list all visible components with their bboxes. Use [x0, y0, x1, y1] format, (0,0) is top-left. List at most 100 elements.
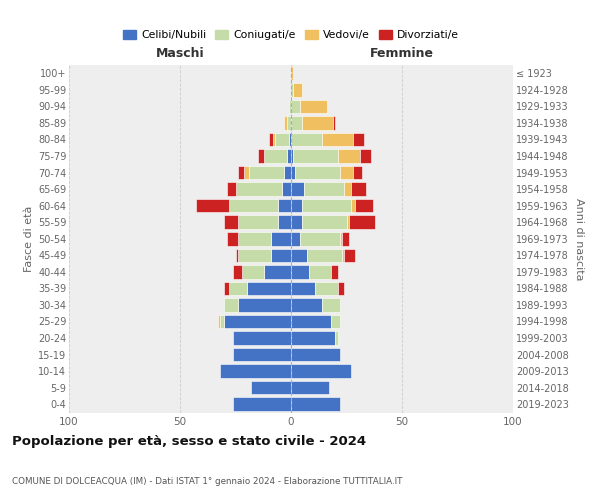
Bar — [196, 199, 229, 212]
Bar — [347, 216, 349, 229]
Bar — [273, 132, 275, 146]
Bar — [227, 182, 235, 196]
Y-axis label: Fasce di età: Fasce di età — [23, 206, 34, 272]
Bar — [360, 149, 371, 163]
Bar — [293, 149, 338, 163]
Bar — [355, 199, 373, 212]
Bar — [307, 248, 342, 262]
Bar — [351, 182, 367, 196]
Bar — [224, 216, 238, 229]
Bar — [238, 216, 278, 229]
Bar — [302, 216, 347, 229]
Bar — [291, 348, 340, 362]
Bar — [342, 232, 349, 245]
Bar — [220, 364, 291, 378]
Bar — [233, 398, 291, 411]
Bar — [238, 248, 271, 262]
Bar — [291, 332, 335, 345]
Bar — [338, 149, 360, 163]
Bar — [220, 314, 224, 328]
Bar — [278, 216, 291, 229]
Text: Femmine: Femmine — [370, 47, 434, 60]
Bar — [309, 265, 331, 278]
Bar — [291, 282, 316, 295]
Bar — [344, 248, 355, 262]
Bar — [235, 248, 238, 262]
Bar — [293, 83, 302, 96]
Bar — [238, 166, 244, 179]
Text: Maschi: Maschi — [155, 47, 205, 60]
Bar — [229, 282, 247, 295]
Bar — [291, 149, 293, 163]
Bar — [291, 100, 300, 113]
Bar — [287, 116, 291, 130]
Bar — [340, 166, 353, 179]
Bar — [291, 248, 307, 262]
Bar — [233, 332, 291, 345]
Bar — [287, 149, 291, 163]
Bar — [291, 314, 331, 328]
Bar — [284, 116, 287, 130]
Bar — [269, 132, 273, 146]
Bar — [351, 199, 355, 212]
Bar — [238, 298, 291, 312]
Bar — [244, 166, 249, 179]
Bar — [289, 132, 291, 146]
Bar — [278, 199, 291, 212]
Bar — [304, 182, 344, 196]
Bar — [271, 232, 291, 245]
Bar — [265, 149, 287, 163]
Bar — [265, 265, 291, 278]
Bar — [291, 398, 340, 411]
Bar — [291, 265, 309, 278]
Bar — [291, 216, 302, 229]
Bar — [233, 348, 291, 362]
Bar — [331, 265, 338, 278]
Bar — [224, 314, 291, 328]
Y-axis label: Anni di nascita: Anni di nascita — [574, 198, 584, 280]
Bar — [300, 100, 326, 113]
Bar — [291, 381, 329, 394]
Bar — [242, 265, 265, 278]
Text: COMUNE DI DOLCEACQUA (IM) - Dati ISTAT 1° gennaio 2024 - Elaborazione TUTTITALIA: COMUNE DI DOLCEACQUA (IM) - Dati ISTAT 1… — [12, 477, 403, 486]
Bar — [291, 182, 304, 196]
Bar — [322, 298, 340, 312]
Bar — [247, 282, 291, 295]
Text: Popolazione per età, sesso e stato civile - 2024: Popolazione per età, sesso e stato civil… — [12, 434, 366, 448]
Bar — [289, 100, 291, 113]
Bar — [284, 166, 291, 179]
Bar — [238, 232, 271, 245]
Bar — [291, 166, 295, 179]
Bar — [340, 232, 342, 245]
Bar — [249, 166, 284, 179]
Bar — [251, 381, 291, 394]
Bar — [338, 282, 344, 295]
Bar — [224, 282, 229, 295]
Bar — [291, 116, 302, 130]
Bar — [353, 166, 362, 179]
Bar — [300, 232, 340, 245]
Legend: Celibi/Nubili, Coniugati/e, Vedovi/e, Divorziati/e: Celibi/Nubili, Coniugati/e, Vedovi/e, Di… — [119, 25, 463, 44]
Bar — [235, 182, 282, 196]
Bar — [291, 364, 351, 378]
Bar — [291, 83, 293, 96]
Bar — [302, 199, 351, 212]
Bar — [271, 248, 291, 262]
Bar — [218, 314, 220, 328]
Bar — [291, 232, 300, 245]
Bar — [258, 149, 265, 163]
Bar — [233, 265, 242, 278]
Bar — [353, 132, 364, 146]
Bar — [291, 132, 322, 146]
Bar — [316, 282, 338, 295]
Bar — [275, 132, 289, 146]
Bar — [229, 199, 278, 212]
Bar — [344, 182, 351, 196]
Bar — [291, 66, 293, 80]
Bar — [333, 116, 335, 130]
Bar — [302, 116, 333, 130]
Bar — [335, 332, 338, 345]
Bar — [291, 199, 302, 212]
Bar — [295, 166, 340, 179]
Bar — [291, 298, 322, 312]
